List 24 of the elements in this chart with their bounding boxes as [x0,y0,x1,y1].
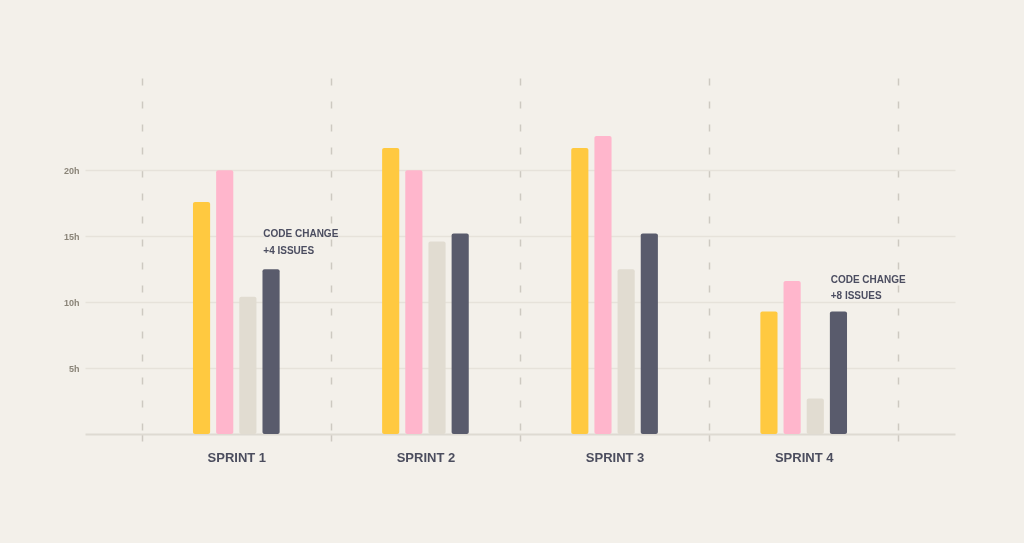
x-tick-label: SPRINT 4 [774,449,835,465]
bar [405,170,423,434]
bar [192,201,211,434]
y-tick-label: 10h [63,297,80,308]
x-tick-label: SPRINT 1 [207,449,267,465]
bar [594,136,612,434]
annotation: +8 ISSUES [830,289,882,301]
x-tick-label: SPRINT 3 [585,449,645,465]
annotation: CODE CHANGE [263,227,339,239]
y-tick-label: 15h [63,231,80,242]
y-tick-label: 20h [63,165,80,176]
bar [829,311,848,434]
bar [262,269,280,434]
annotation: +4 ISSUES [263,244,315,256]
y-tick-label: 5h [68,363,80,374]
bar [571,147,589,434]
bar [216,170,234,434]
bar [451,233,469,434]
bar [783,281,801,434]
bar [640,233,658,434]
bar [382,147,400,434]
bar [760,311,778,434]
x-tick-label: SPRINT 2 [396,449,456,465]
annotation: CODE CHANGE [830,273,907,285]
